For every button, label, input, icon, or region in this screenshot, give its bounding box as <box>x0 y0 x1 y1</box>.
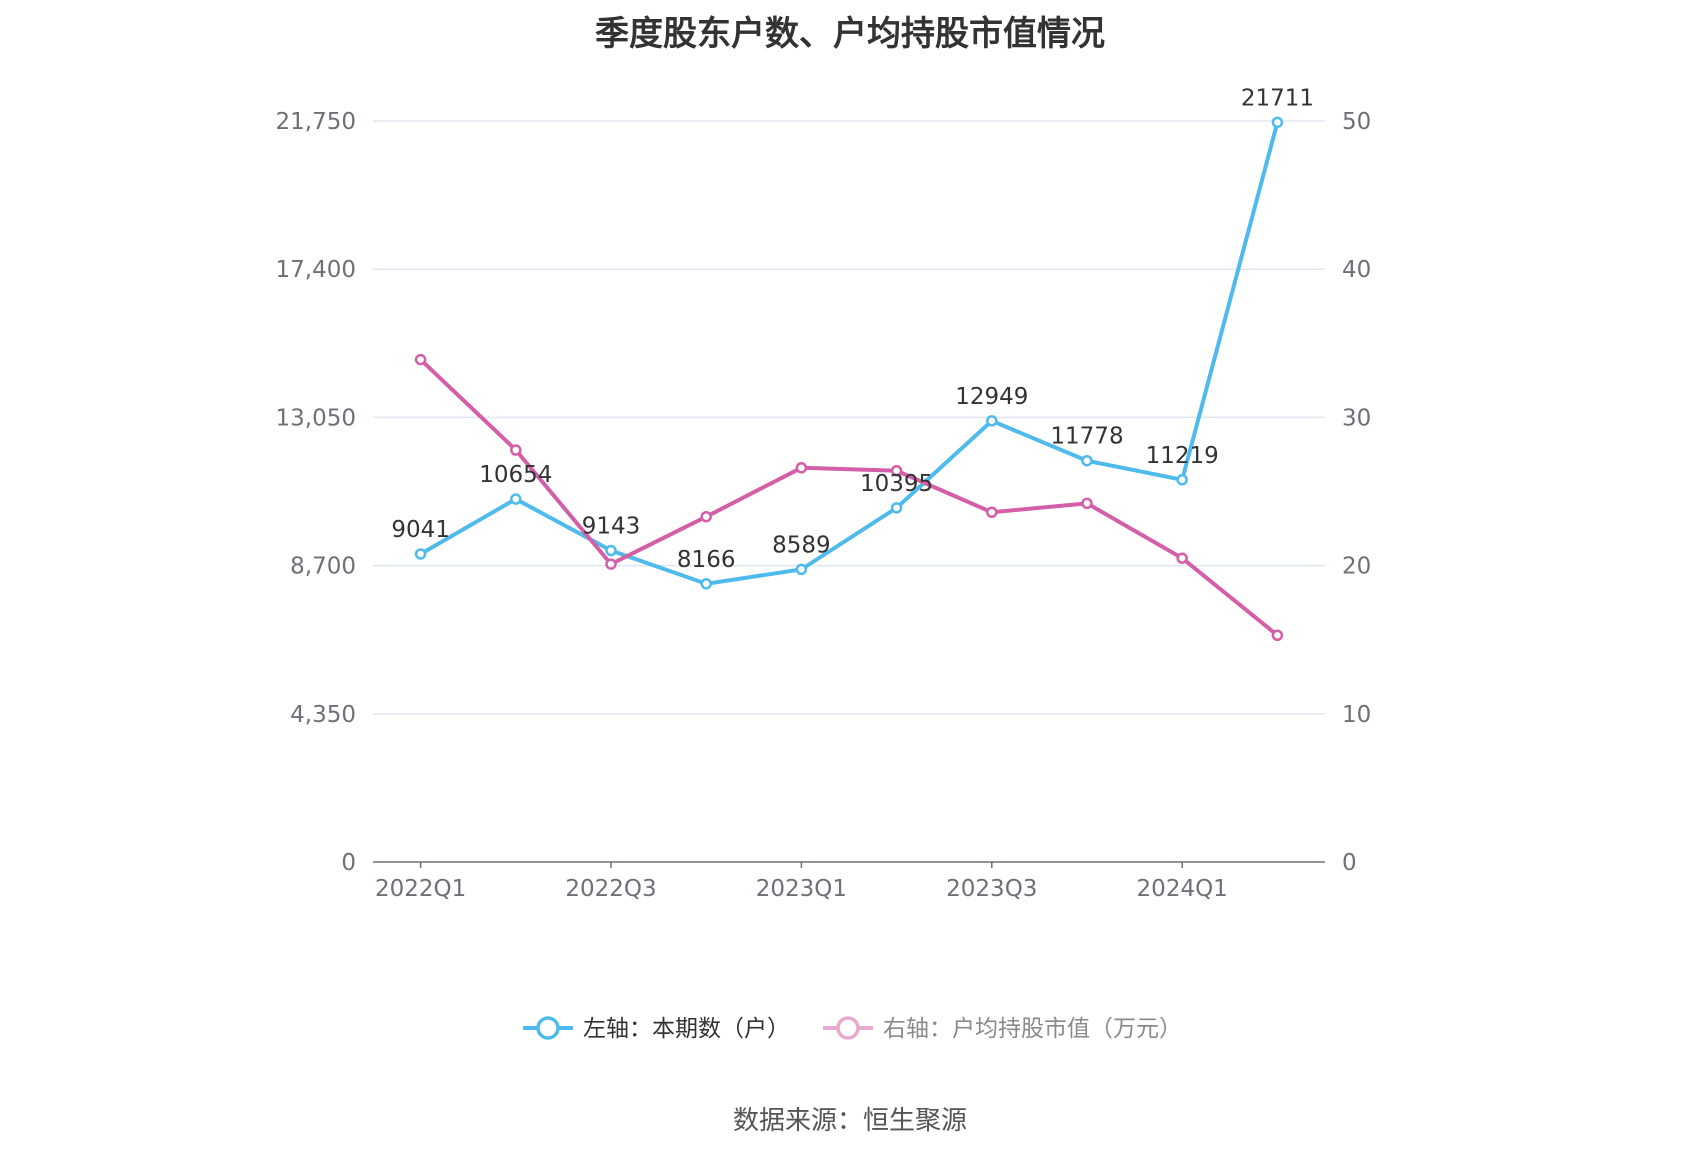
legend: 左轴：本期数（户） 右轴：户均持股市值（万元） <box>523 1016 1182 1042</box>
left-axis-tick-label: 4,350 <box>290 702 356 728</box>
right-axis-tick-label: 10 <box>1342 702 1371 728</box>
right-axis-tick-label: 50 <box>1342 109 1371 135</box>
data-point <box>890 465 903 477</box>
data-point <box>700 510 712 523</box>
data-label: 8166 <box>677 547 736 573</box>
right-axis-tick-label: 0 <box>1342 850 1357 876</box>
grid-layer <box>373 120 1325 715</box>
data-label: 9143 <box>582 514 641 540</box>
data-label: 11219 <box>1146 443 1219 469</box>
left-axis-tick-label: 17,400 <box>276 257 356 283</box>
right-axis-tick-label: 20 <box>1342 554 1371 580</box>
data-point <box>1176 474 1188 486</box>
data-point <box>414 353 427 366</box>
x-axis-tick-label: 2023Q3 <box>946 876 1037 902</box>
data-point <box>1081 454 1093 467</box>
axis-layer: 0 0 4,350 10 8,700 20 13,050 30 17,400 40 21,750 50… <box>276 109 1372 902</box>
x-axis-tick-label: 2022Q1 <box>375 876 466 902</box>
data-point <box>510 444 522 456</box>
data-point <box>414 548 427 560</box>
legend-label: 右轴：户均持股市值（万元） <box>883 1016 1182 1042</box>
left-axis-tick-label: 8,700 <box>290 554 356 580</box>
legend-marker <box>536 1016 560 1040</box>
source-text: 数据来源：恒生聚源 <box>733 1106 967 1136</box>
legend-marker <box>836 1016 860 1040</box>
series-line-holders <box>419 121 1280 586</box>
label-layer: 9041 10654 9143 8166 8589 10395 12949 11778 1121… <box>391 85 1314 572</box>
data-label: 11778 <box>1050 424 1123 450</box>
data-label: 12949 <box>955 384 1028 410</box>
x-axis-tick-label: 2022Q3 <box>565 876 656 902</box>
data-point <box>986 506 998 518</box>
data-label: 10654 <box>479 462 552 488</box>
x-axis-tick-label: 2024Q1 <box>1137 876 1228 902</box>
data-point <box>605 558 617 570</box>
data-point <box>890 502 903 514</box>
data-point <box>700 578 712 590</box>
data-point <box>1081 497 1093 510</box>
left-axis-tick-label: 21,750 <box>276 109 356 135</box>
data-point <box>605 544 617 557</box>
data-label: 10395 <box>860 471 933 497</box>
chart-title: 季度股东户数、户均持股市值情况 <box>595 14 1105 54</box>
line-layer <box>414 116 1284 642</box>
data-label: 21711 <box>1241 85 1314 111</box>
data-point <box>1271 116 1284 129</box>
right-axis-tick-label: 30 <box>1342 405 1371 431</box>
data-point <box>1176 552 1188 564</box>
data-point <box>1271 629 1284 642</box>
right-axis-tick-label: 40 <box>1342 257 1371 283</box>
legend-label: 左轴：本期数（户） <box>583 1016 790 1042</box>
data-label: 8589 <box>772 532 831 558</box>
series-line-avg-value <box>419 358 1279 637</box>
data-point <box>510 493 522 505</box>
data-point <box>795 563 808 576</box>
data-label: 9041 <box>391 517 450 543</box>
x-axis-tick-label: 2023Q1 <box>756 876 847 902</box>
data-point <box>795 462 808 474</box>
left-axis-tick-label: 13,050 <box>276 405 356 431</box>
data-point <box>986 415 998 427</box>
left-axis-tick-label: 0 <box>341 850 356 876</box>
